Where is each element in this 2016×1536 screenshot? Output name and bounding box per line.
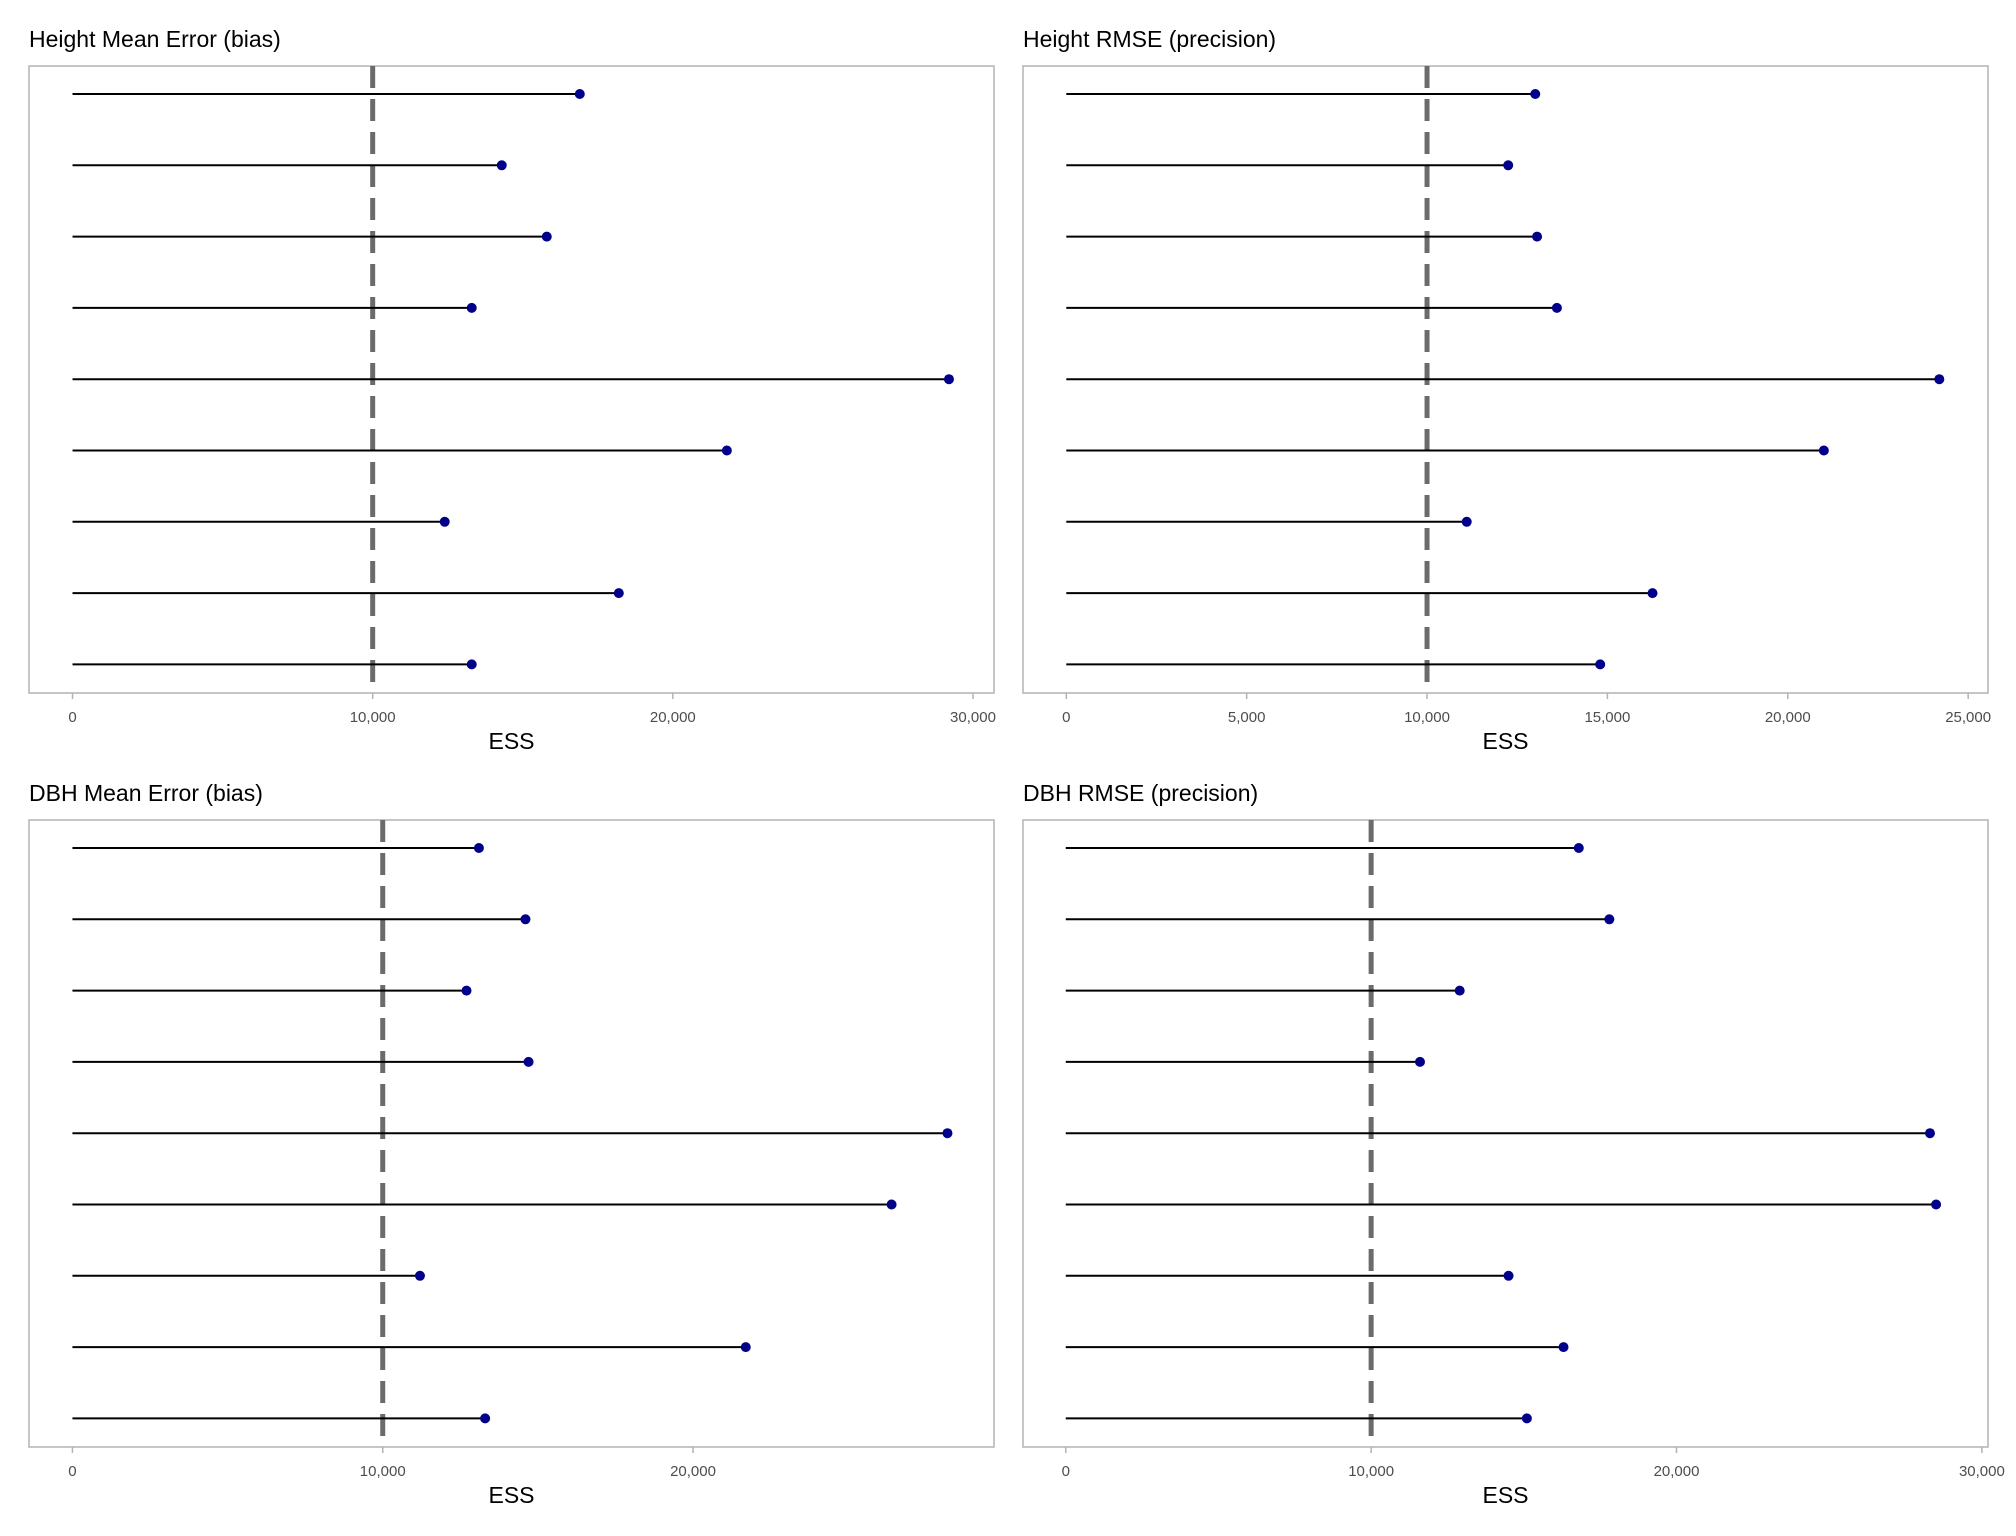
lollipop-point: [574, 89, 585, 99]
x-tick-label: 0: [68, 709, 76, 726]
x-tick-label: 10,000: [1404, 709, 1450, 726]
lollipop-point: [1558, 1342, 1569, 1353]
panel-title: DBH Mean Error (bias): [29, 780, 263, 806]
x-axis-title: ESS: [1482, 728, 1528, 754]
panel-4: DBH RMSE (precision) 0 10,000 20,000 30,000 E…: [1022, 780, 2005, 1508]
lollipop-point: [1931, 1199, 1942, 1210]
lollipop-point: [496, 160, 507, 171]
panel-title: Height Mean Error (bias): [29, 26, 281, 52]
x-tick-label: 30,000: [1959, 1463, 2005, 1480]
x-tick-label: 0: [68, 1463, 76, 1480]
x-tick-label: 25,000: [1945, 709, 1991, 726]
x-tick-label: 5,000: [1228, 709, 1266, 726]
x-tick-label: 20,000: [1765, 709, 1811, 726]
panel-border: [28, 819, 995, 1448]
lollipop-point: [461, 985, 472, 996]
panel-title: DBH RMSE (precision): [1023, 780, 1258, 806]
x-tick-label: 0: [1062, 709, 1070, 726]
x-tick-label: 15,000: [1584, 709, 1630, 726]
lollipop-point: [613, 588, 624, 599]
x-tick-label: 10,000: [360, 1463, 406, 1480]
lollipop-point: [943, 374, 954, 385]
panel-border: [1022, 819, 1989, 1448]
lollipop-point: [1503, 160, 1514, 171]
lollipop-point: [740, 1342, 751, 1353]
lollipop-point: [1573, 843, 1584, 853]
lollipop-point: [414, 1270, 425, 1281]
panel-1: Height Mean Error (bias) 0 10,000 20,000 30,…: [28, 26, 996, 754]
x-tick-label: 20,000: [670, 1463, 716, 1480]
lollipop-point: [1551, 302, 1562, 313]
x-tick-label: 10,000: [350, 709, 396, 726]
lollipop-point: [1595, 659, 1606, 670]
lollipop-point: [541, 231, 552, 242]
lollipop-point: [473, 843, 484, 853]
x-axis-title: ESS: [1482, 1482, 1528, 1508]
lollipop-point: [1647, 588, 1658, 599]
x-tick-label: 20,000: [650, 709, 696, 726]
lollipop-point: [466, 659, 477, 670]
lollipop-point: [1532, 231, 1543, 242]
panel-2: Height RMSE (precision) 0 5,000 10,000 15,00…: [1022, 26, 1991, 754]
lollipop-point: [1521, 1413, 1532, 1424]
lollipop-point: [466, 302, 477, 313]
lollipop-point: [1503, 1270, 1514, 1281]
lollipop-point: [1818, 445, 1829, 456]
lollipop-point: [1934, 374, 1945, 385]
x-axis-title: ESS: [488, 1482, 534, 1508]
lollipop-point: [1414, 1056, 1425, 1067]
lollipop-point: [942, 1128, 953, 1139]
lollipop-point: [520, 914, 531, 925]
lollipop-point: [721, 445, 732, 456]
x-tick-label: 10,000: [1348, 1463, 1394, 1480]
lollipop-point: [1530, 89, 1541, 99]
lollipop-point: [1461, 516, 1472, 527]
lollipop-point: [1454, 985, 1465, 996]
lollipop-point: [523, 1056, 534, 1067]
panel-3: DBH Mean Error (bias) 0 10,000 20,000 ESS: [28, 780, 995, 1508]
x-tick-label: 0: [1062, 1463, 1070, 1480]
lollipop-point: [439, 516, 450, 527]
panel-border: [28, 65, 995, 694]
x-tick-label: 30,000: [950, 709, 996, 726]
x-tick-label: 20,000: [1654, 1463, 1700, 1480]
lollipop-point: [1604, 914, 1615, 925]
lollipop-point: [1924, 1128, 1935, 1139]
panel-border: [1022, 65, 1989, 694]
lollipop-point: [480, 1413, 491, 1424]
panel-title: Height RMSE (precision): [1023, 26, 1276, 52]
x-axis-title: ESS: [488, 728, 534, 754]
lollipop-point: [886, 1199, 897, 1210]
